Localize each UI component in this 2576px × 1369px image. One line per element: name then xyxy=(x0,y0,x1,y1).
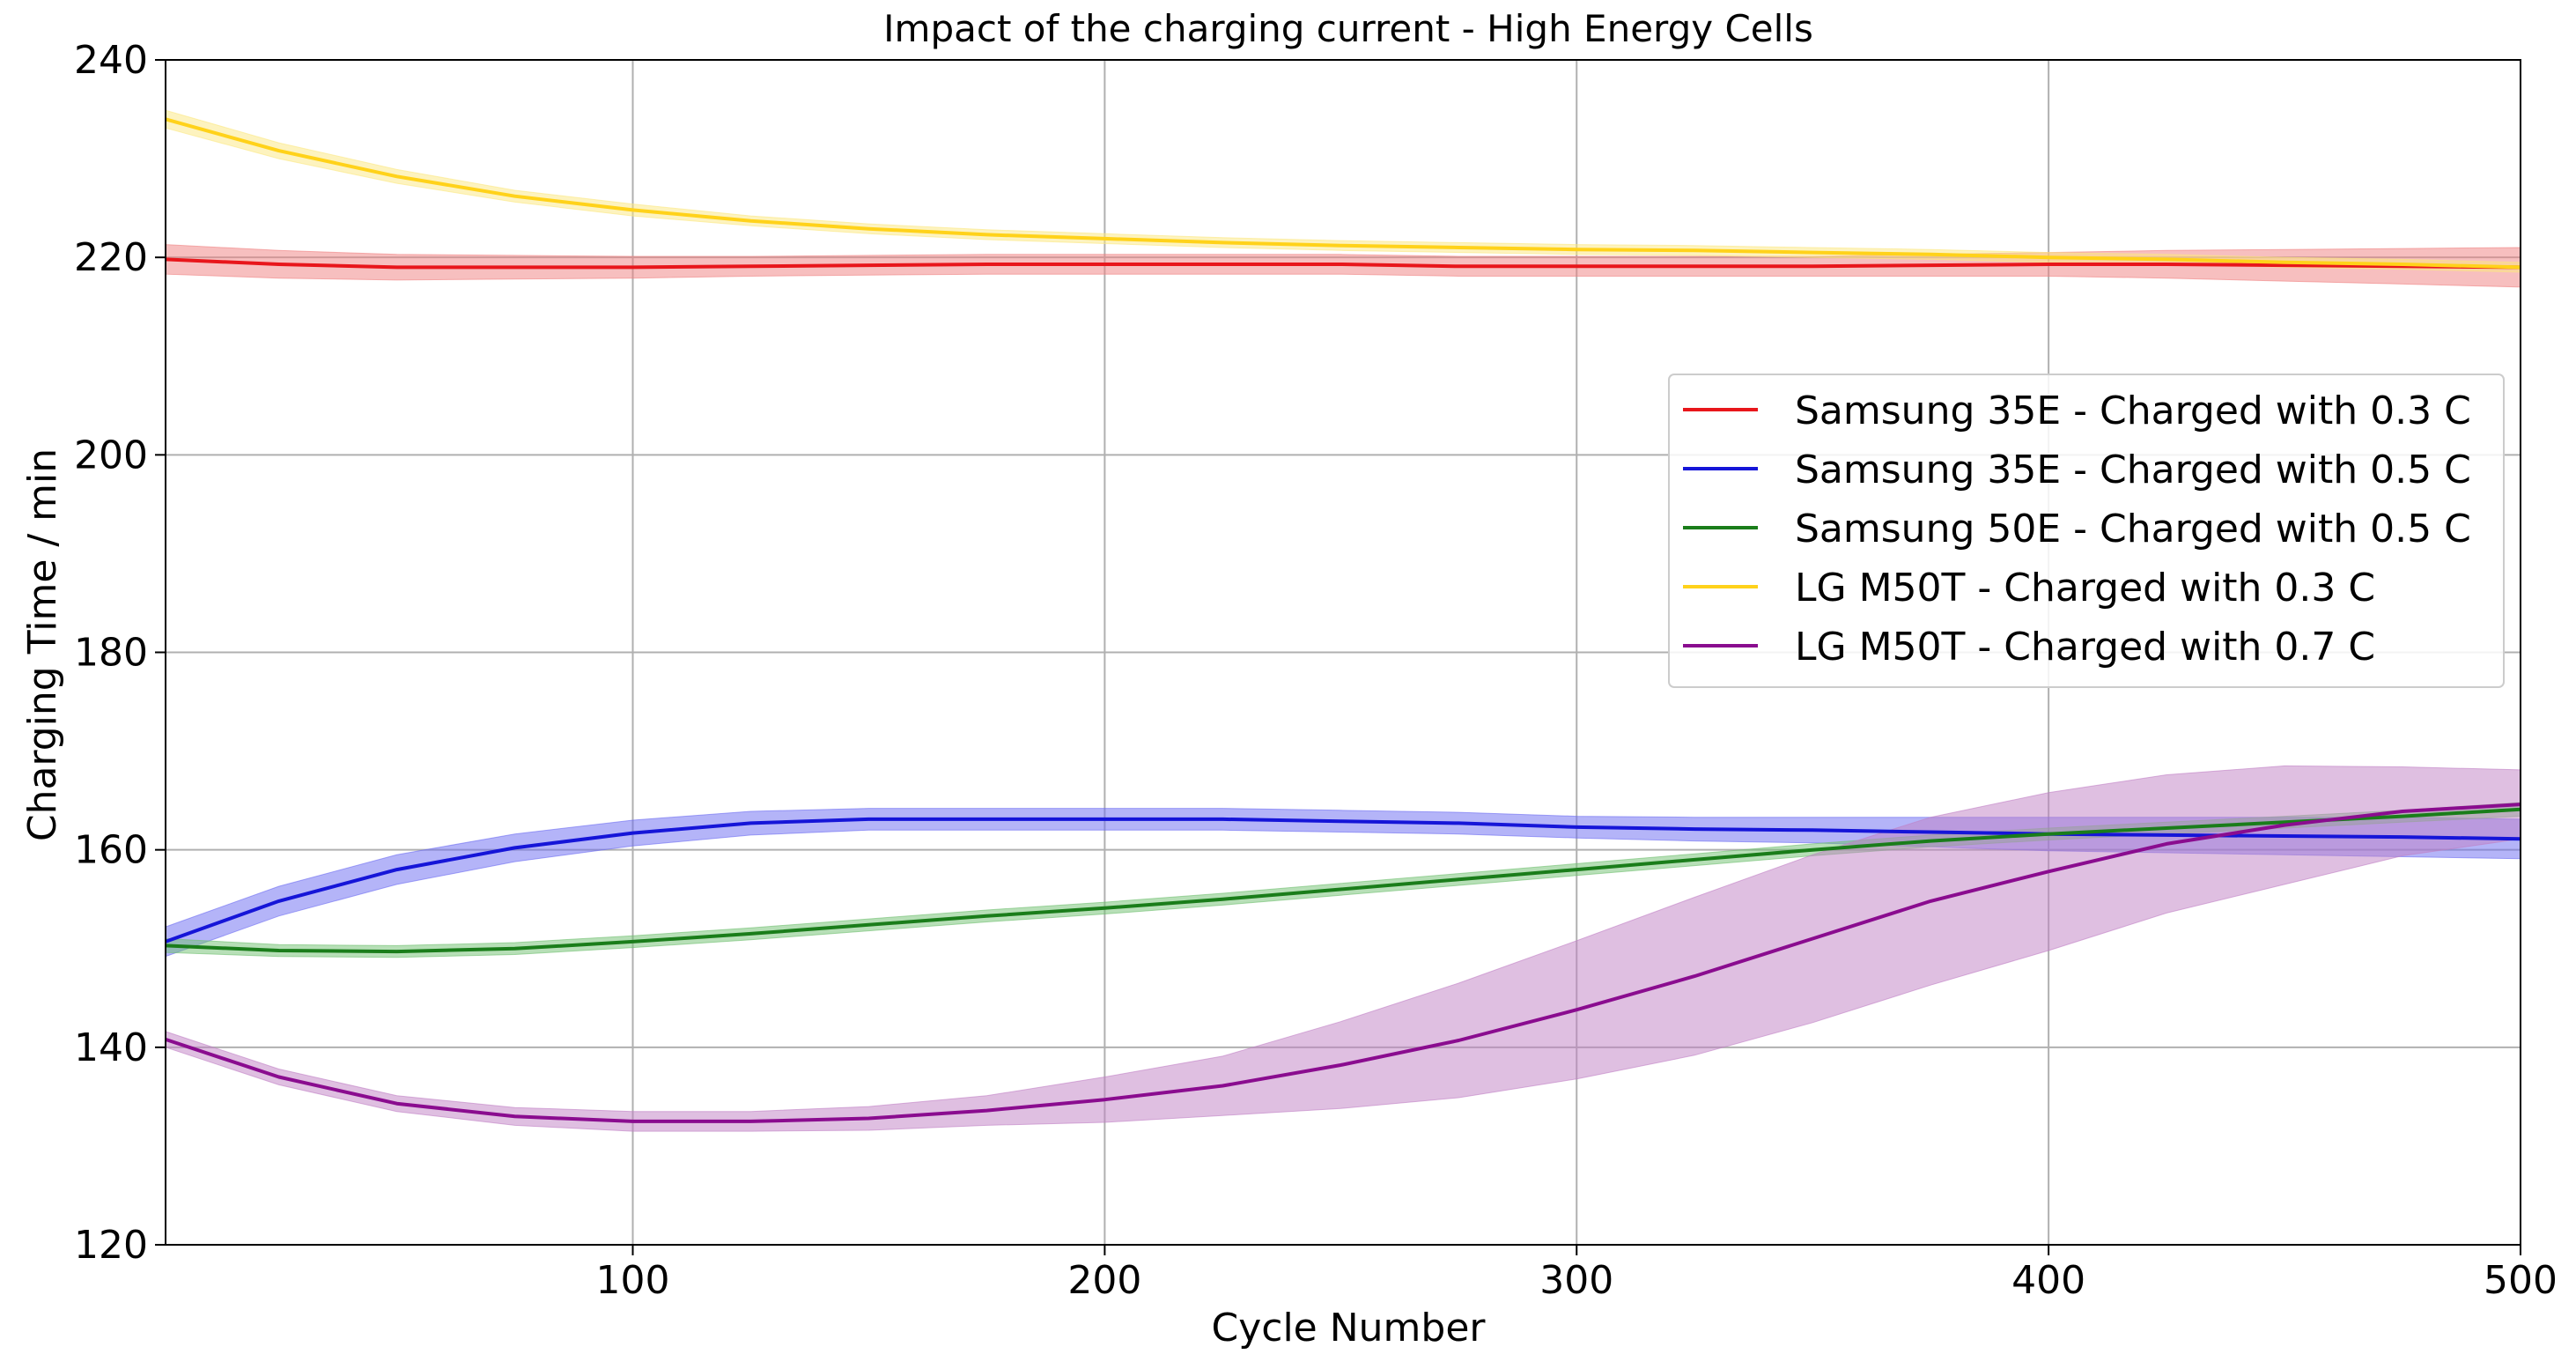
y-tick-label: 220 xyxy=(74,235,148,280)
legend-label: Samsung 35E - Charged with 0.5 C xyxy=(1795,448,2471,492)
legend-box xyxy=(1668,374,2505,688)
y-axis-label: Charging Time / min xyxy=(20,448,65,841)
series-line-4 xyxy=(165,803,2521,1123)
chart-title: Impact of the charging current - High En… xyxy=(883,7,1813,50)
x-tick-label: 200 xyxy=(1067,1258,1141,1303)
y-tick-label: 120 xyxy=(74,1223,148,1268)
series-lines xyxy=(165,117,2521,1123)
x-tick-label: 300 xyxy=(1539,1258,1613,1303)
legend-item: LG M50T - Charged with 0.3 C xyxy=(1683,566,2375,610)
legend-label: LG M50T - Charged with 0.7 C xyxy=(1795,625,2375,670)
y-tick-label: 240 xyxy=(74,38,148,83)
x-axis-label: Cycle Number xyxy=(1212,1306,1487,1350)
legend-item: Samsung 50E - Charged with 0.5 C xyxy=(1683,507,2471,551)
legend-item: Samsung 35E - Charged with 0.5 C xyxy=(1683,448,2471,492)
legend-label: Samsung 50E - Charged with 0.5 C xyxy=(1795,507,2471,551)
legend-item: LG M50T - Charged with 0.7 C xyxy=(1683,625,2375,670)
x-tick-label: 400 xyxy=(2011,1258,2085,1303)
y-tick-label: 200 xyxy=(74,433,148,477)
legend-label: Samsung 35E - Charged with 0.3 C xyxy=(1795,388,2471,433)
y-tick-label: 140 xyxy=(74,1025,148,1070)
series-line-0 xyxy=(165,257,2521,270)
legend-item: Samsung 35E - Charged with 0.3 C xyxy=(1683,388,2471,433)
x-tick-label: 100 xyxy=(596,1258,670,1303)
y-tick-label: 180 xyxy=(74,631,148,676)
x-tick-label: 500 xyxy=(2484,1258,2558,1303)
axis-ticks: 100 200 300 400 500 120 140 160 180 200 220 240 xyxy=(74,38,2558,1303)
series-line-1 xyxy=(165,817,2521,944)
series-line-2 xyxy=(165,807,2521,954)
legend-label: LG M50T - Charged with 0.3 C xyxy=(1795,566,2375,610)
series-line-3 xyxy=(165,117,2521,270)
y-tick-label: 160 xyxy=(74,828,148,873)
legend: Samsung 35E - Charged with 0.3 C Samsung … xyxy=(1668,374,2505,688)
